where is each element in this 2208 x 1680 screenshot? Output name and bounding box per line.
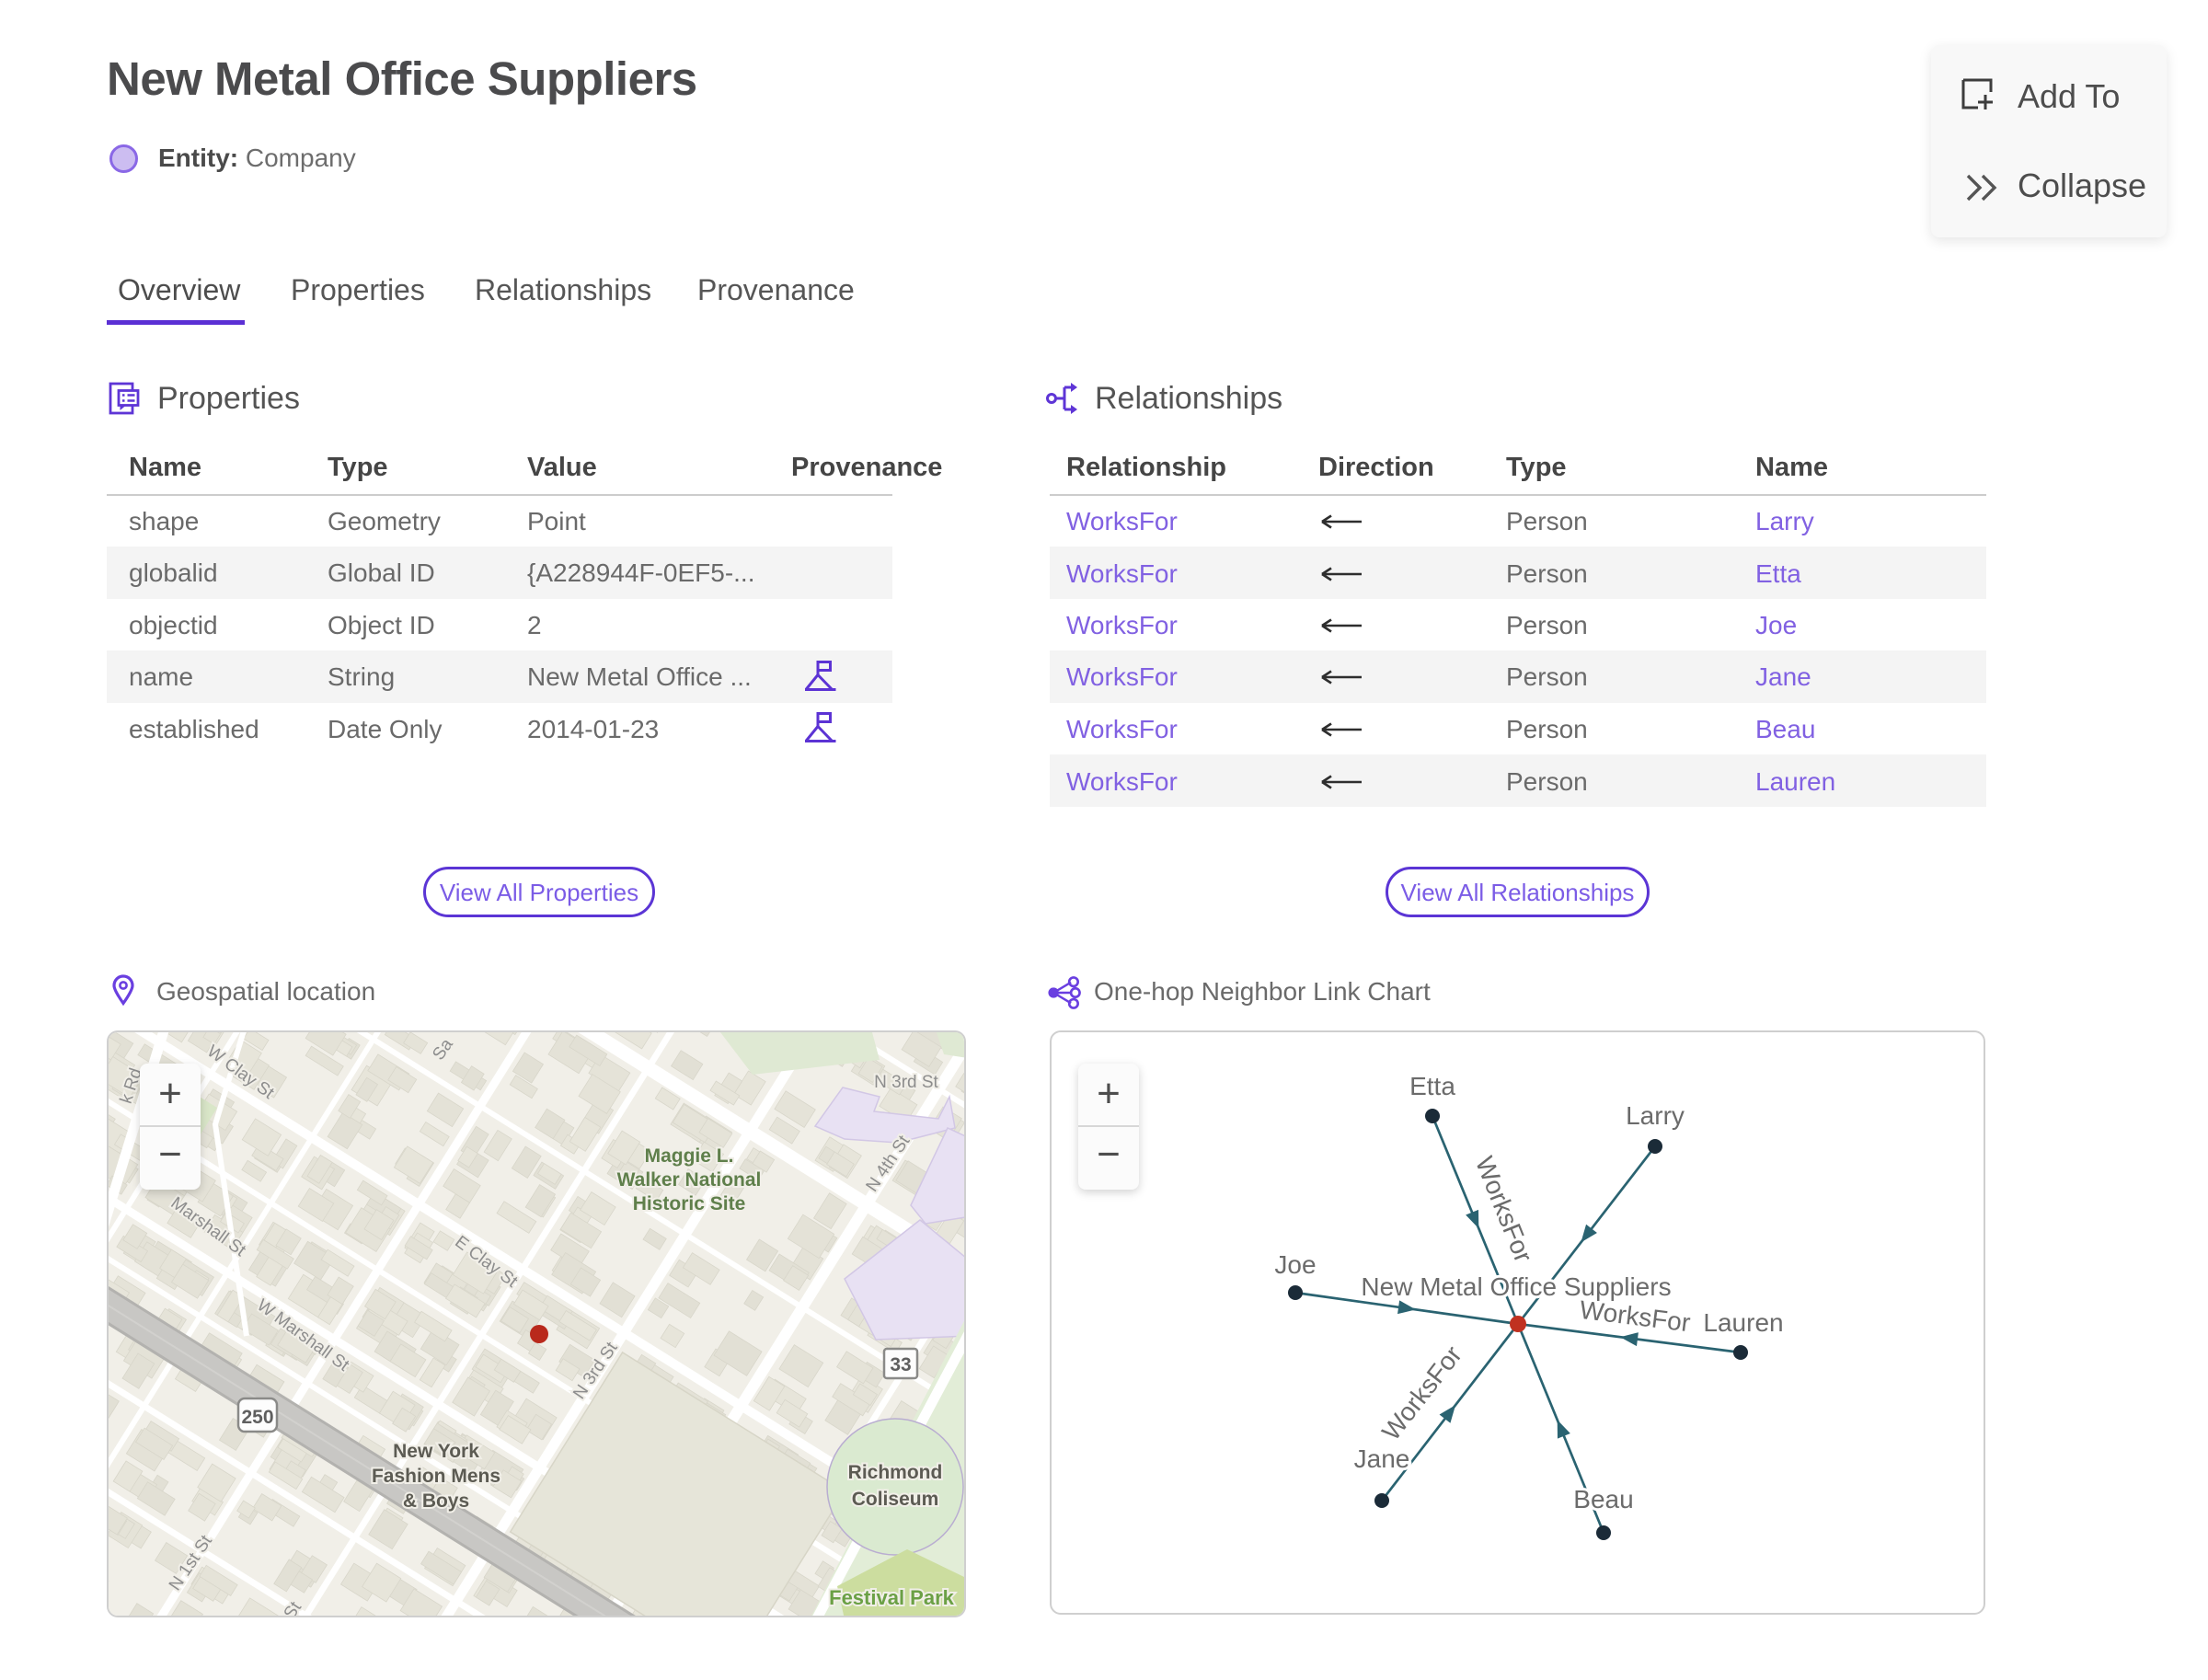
svg-text:Lauren: Lauren bbox=[1703, 1308, 1783, 1337]
svg-text:Fashion Mens: Fashion Mens bbox=[372, 1466, 500, 1487]
svg-text:Etta: Etta bbox=[1409, 1072, 1455, 1100]
svg-text:Richmond: Richmond bbox=[848, 1462, 943, 1483]
svg-text:Walker National: Walker National bbox=[617, 1169, 762, 1191]
svg-text:New York: New York bbox=[393, 1441, 479, 1462]
svg-text:Maggie L.: Maggie L. bbox=[645, 1145, 734, 1167]
svg-text:Coliseum: Coliseum bbox=[852, 1489, 939, 1510]
svg-text:Jane: Jane bbox=[1354, 1444, 1410, 1473]
svg-text:Joe: Joe bbox=[1274, 1250, 1316, 1279]
svg-text:Historic Site: Historic Site bbox=[633, 1193, 746, 1214]
svg-text:New Metal Office Suppliers: New Metal Office Suppliers bbox=[1361, 1272, 1671, 1301]
svg-text:Beau: Beau bbox=[1573, 1485, 1633, 1513]
svg-text:WorksFor: WorksFor bbox=[1578, 1295, 1692, 1337]
svg-text:Festival Park: Festival Park bbox=[829, 1586, 955, 1609]
svg-text:N 3rd St: N 3rd St bbox=[874, 1073, 938, 1092]
svg-text:WorksFor: WorksFor bbox=[1470, 1153, 1538, 1267]
svg-text:WorksFor: WorksFor bbox=[1376, 1341, 1467, 1445]
svg-text:Larry: Larry bbox=[1626, 1101, 1685, 1130]
svg-text:250: 250 bbox=[241, 1407, 273, 1428]
svg-text:33: 33 bbox=[890, 1354, 911, 1375]
svg-text:& Boys: & Boys bbox=[403, 1490, 469, 1512]
